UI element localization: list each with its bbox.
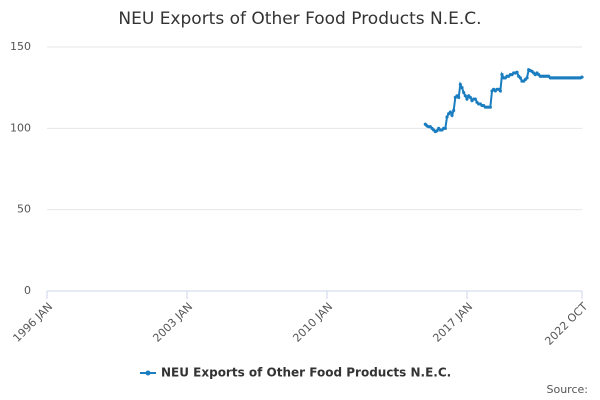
data-point xyxy=(457,95,461,100)
y-tick-label: 150 xyxy=(10,40,31,53)
x-tick-label: 2003 JAN xyxy=(150,300,195,345)
x-tick-label: 1996 JAN xyxy=(10,300,55,345)
source: Source: xyxy=(547,383,589,396)
legend-marker xyxy=(145,370,151,376)
data-point xyxy=(498,89,502,93)
data-point xyxy=(452,108,456,113)
y-tick-label: 0 xyxy=(24,284,31,297)
chart-title: NEU Exports of Other Food Products N.E.C… xyxy=(118,9,481,29)
data-point xyxy=(462,90,466,95)
y-tick-label: 50 xyxy=(17,203,31,216)
data-point xyxy=(518,76,522,80)
x-tick-label: 2022 OCT xyxy=(542,300,590,348)
data-point xyxy=(448,110,452,114)
x-tick-label: 2017 JAN xyxy=(430,300,475,345)
x-tick-label: 2010 JAN xyxy=(290,300,335,345)
data-point xyxy=(435,129,439,133)
data-point xyxy=(515,70,519,74)
data-point xyxy=(465,97,469,101)
data-point xyxy=(463,94,467,98)
legend-label: NEU Exports of Other Food Products N.E.C… xyxy=(161,366,451,380)
data-point xyxy=(525,76,529,80)
data-point xyxy=(580,75,584,79)
data-point xyxy=(488,105,492,109)
data-point xyxy=(460,86,464,90)
y-tick-label: 100 xyxy=(10,121,31,134)
data-point xyxy=(468,95,472,100)
data-point xyxy=(443,126,447,130)
data-point xyxy=(500,73,504,77)
data-point xyxy=(450,113,454,117)
data-point xyxy=(458,82,462,87)
data-point xyxy=(473,97,477,101)
data-point xyxy=(445,115,449,119)
